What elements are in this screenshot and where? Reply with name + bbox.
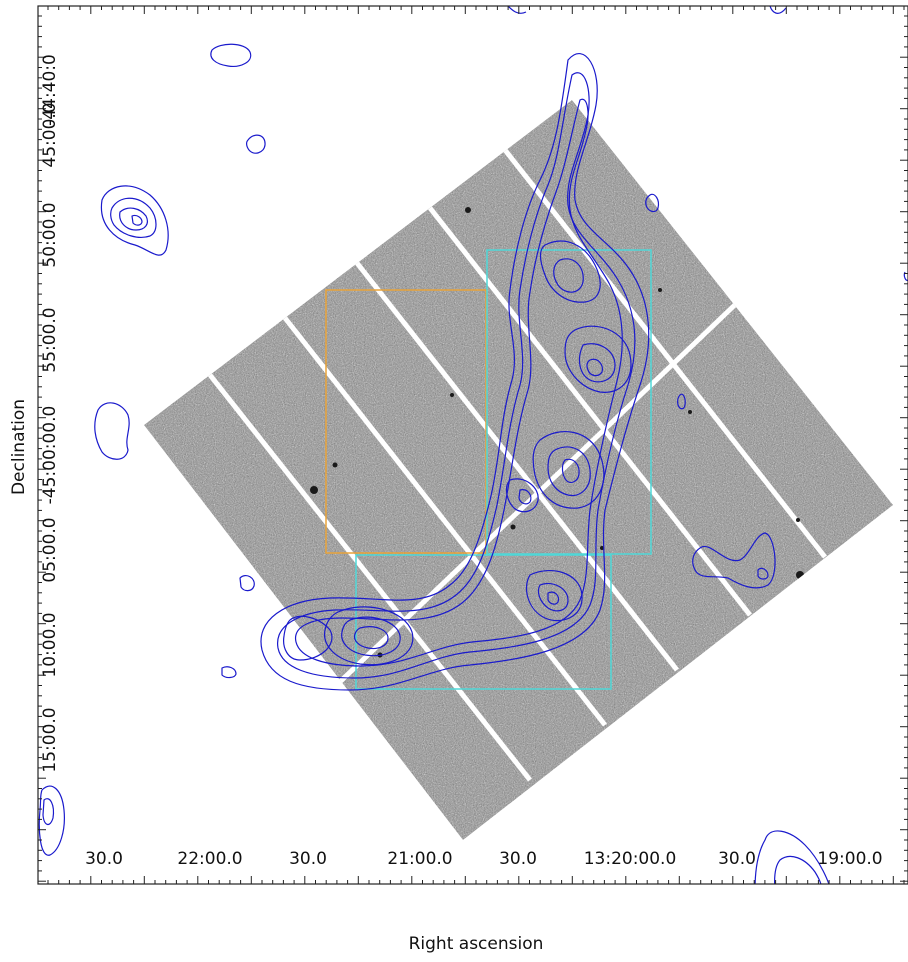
x-tick-label: 22:00.0 [177, 849, 242, 869]
y-tick-label: 05:00.0 [40, 517, 60, 582]
x-tick-labels: 30.0 22:00.0 30.0 21:00.0 30.0 13:20:00.… [85, 849, 883, 869]
orange-region-box [325, 289, 487, 554]
point-sources [310, 207, 804, 658]
x-tick-label: 30.0 [289, 849, 327, 869]
x-tick-label: 13:20:00.0 [584, 849, 677, 869]
y-tick-label: 10:00.0 [40, 612, 60, 677]
y-tick-label: 50:00.0 [40, 202, 60, 267]
plot-frame [37, 5, 908, 885]
x-tick-label: 19:00.0 [817, 849, 882, 869]
y-tick-label: -44:40:0 [40, 54, 60, 126]
cyan-region-box-lower [355, 554, 612, 690]
x-tick-label: 30.0 [85, 849, 123, 869]
y-axis-title: Declination [9, 399, 29, 495]
cyan-region-box-upper [486, 249, 652, 555]
y-tick-label: 55:00.0 [40, 307, 60, 372]
x-tick-label: 30.0 [718, 849, 756, 869]
y-tick-label: 45:00.0 [40, 102, 60, 167]
y-tick-labels: -44:40:0 45:00.0 50:00.0 55:00.0 -45:00:… [40, 54, 60, 772]
x-tick-label: 30.0 [499, 849, 537, 869]
image-field [144, 100, 893, 840]
x-axis-title: Right ascension [409, 934, 544, 954]
radio-contours [38, 6, 908, 884]
y-tick-label: -45:00:00.0 [40, 406, 60, 505]
minor-ticks [38, 6, 908, 884]
detector-gaps [208, 148, 827, 782]
y-tick-label: 15:00.0 [40, 707, 60, 772]
x-tick-label: 21:00.0 [387, 849, 452, 869]
